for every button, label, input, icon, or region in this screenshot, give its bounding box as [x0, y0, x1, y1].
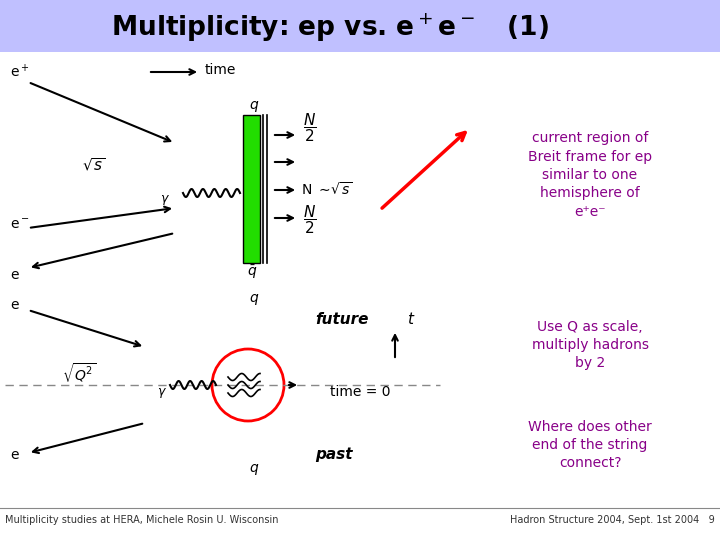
Text: $\sqrt{Q^2}$: $\sqrt{Q^2}$ [62, 361, 96, 385]
Bar [0, 0, 720, 52]
Text: Hadron Structure 2004, Sept. 1st 2004   9: Hadron Structure 2004, Sept. 1st 2004 9 [510, 515, 715, 525]
Text: q: q [249, 291, 258, 305]
Text: e: e [10, 448, 19, 462]
Text: time: time [205, 63, 236, 77]
Text: $\gamma$: $\gamma$ [160, 193, 170, 207]
Text: future: future [315, 313, 369, 327]
Text: Multiplicity studies at HERA, Michele Rosin U. Wisconsin: Multiplicity studies at HERA, Michele Ro… [5, 515, 279, 525]
Text: current region of
Breit frame for ep
similar to one
hemisphere of
e⁺e⁻: current region of Breit frame for ep sim… [528, 131, 652, 219]
Text: time = 0: time = 0 [330, 385, 390, 399]
Text: $\sqrt{s}$: $\sqrt{s}$ [82, 157, 106, 173]
Text: $\bar{q}$: $\bar{q}$ [247, 263, 257, 281]
Text: $\gamma$: $\gamma$ [157, 386, 167, 400]
Text: Where does other
end of the string
connect?: Where does other end of the string conne… [528, 420, 652, 470]
Text: q: q [249, 98, 258, 112]
Text: $\dfrac{N}{2}$: $\dfrac{N}{2}$ [303, 112, 316, 144]
Text: t: t [407, 313, 413, 327]
Text: e: e [10, 268, 19, 282]
Text: Multiplicity: ep vs. e$^+$e$^-$   (1): Multiplicity: ep vs. e$^+$e$^-$ (1) [111, 12, 549, 44]
Text: past: past [315, 448, 353, 462]
Text: e: e [10, 298, 19, 312]
Text: Use Q as scale,
multiply hadrons
by 2: Use Q as scale, multiply hadrons by 2 [531, 320, 649, 370]
Text: e$^-$: e$^-$ [10, 218, 30, 232]
Bar [243, 115, 260, 263]
Text: $\dfrac{N}{2}$: $\dfrac{N}{2}$ [303, 204, 316, 237]
Text: q: q [249, 461, 258, 475]
Text: N $\sim\!\sqrt{s}$: N $\sim\!\sqrt{s}$ [301, 181, 352, 199]
Text: e$^+$: e$^+$ [10, 63, 30, 80]
